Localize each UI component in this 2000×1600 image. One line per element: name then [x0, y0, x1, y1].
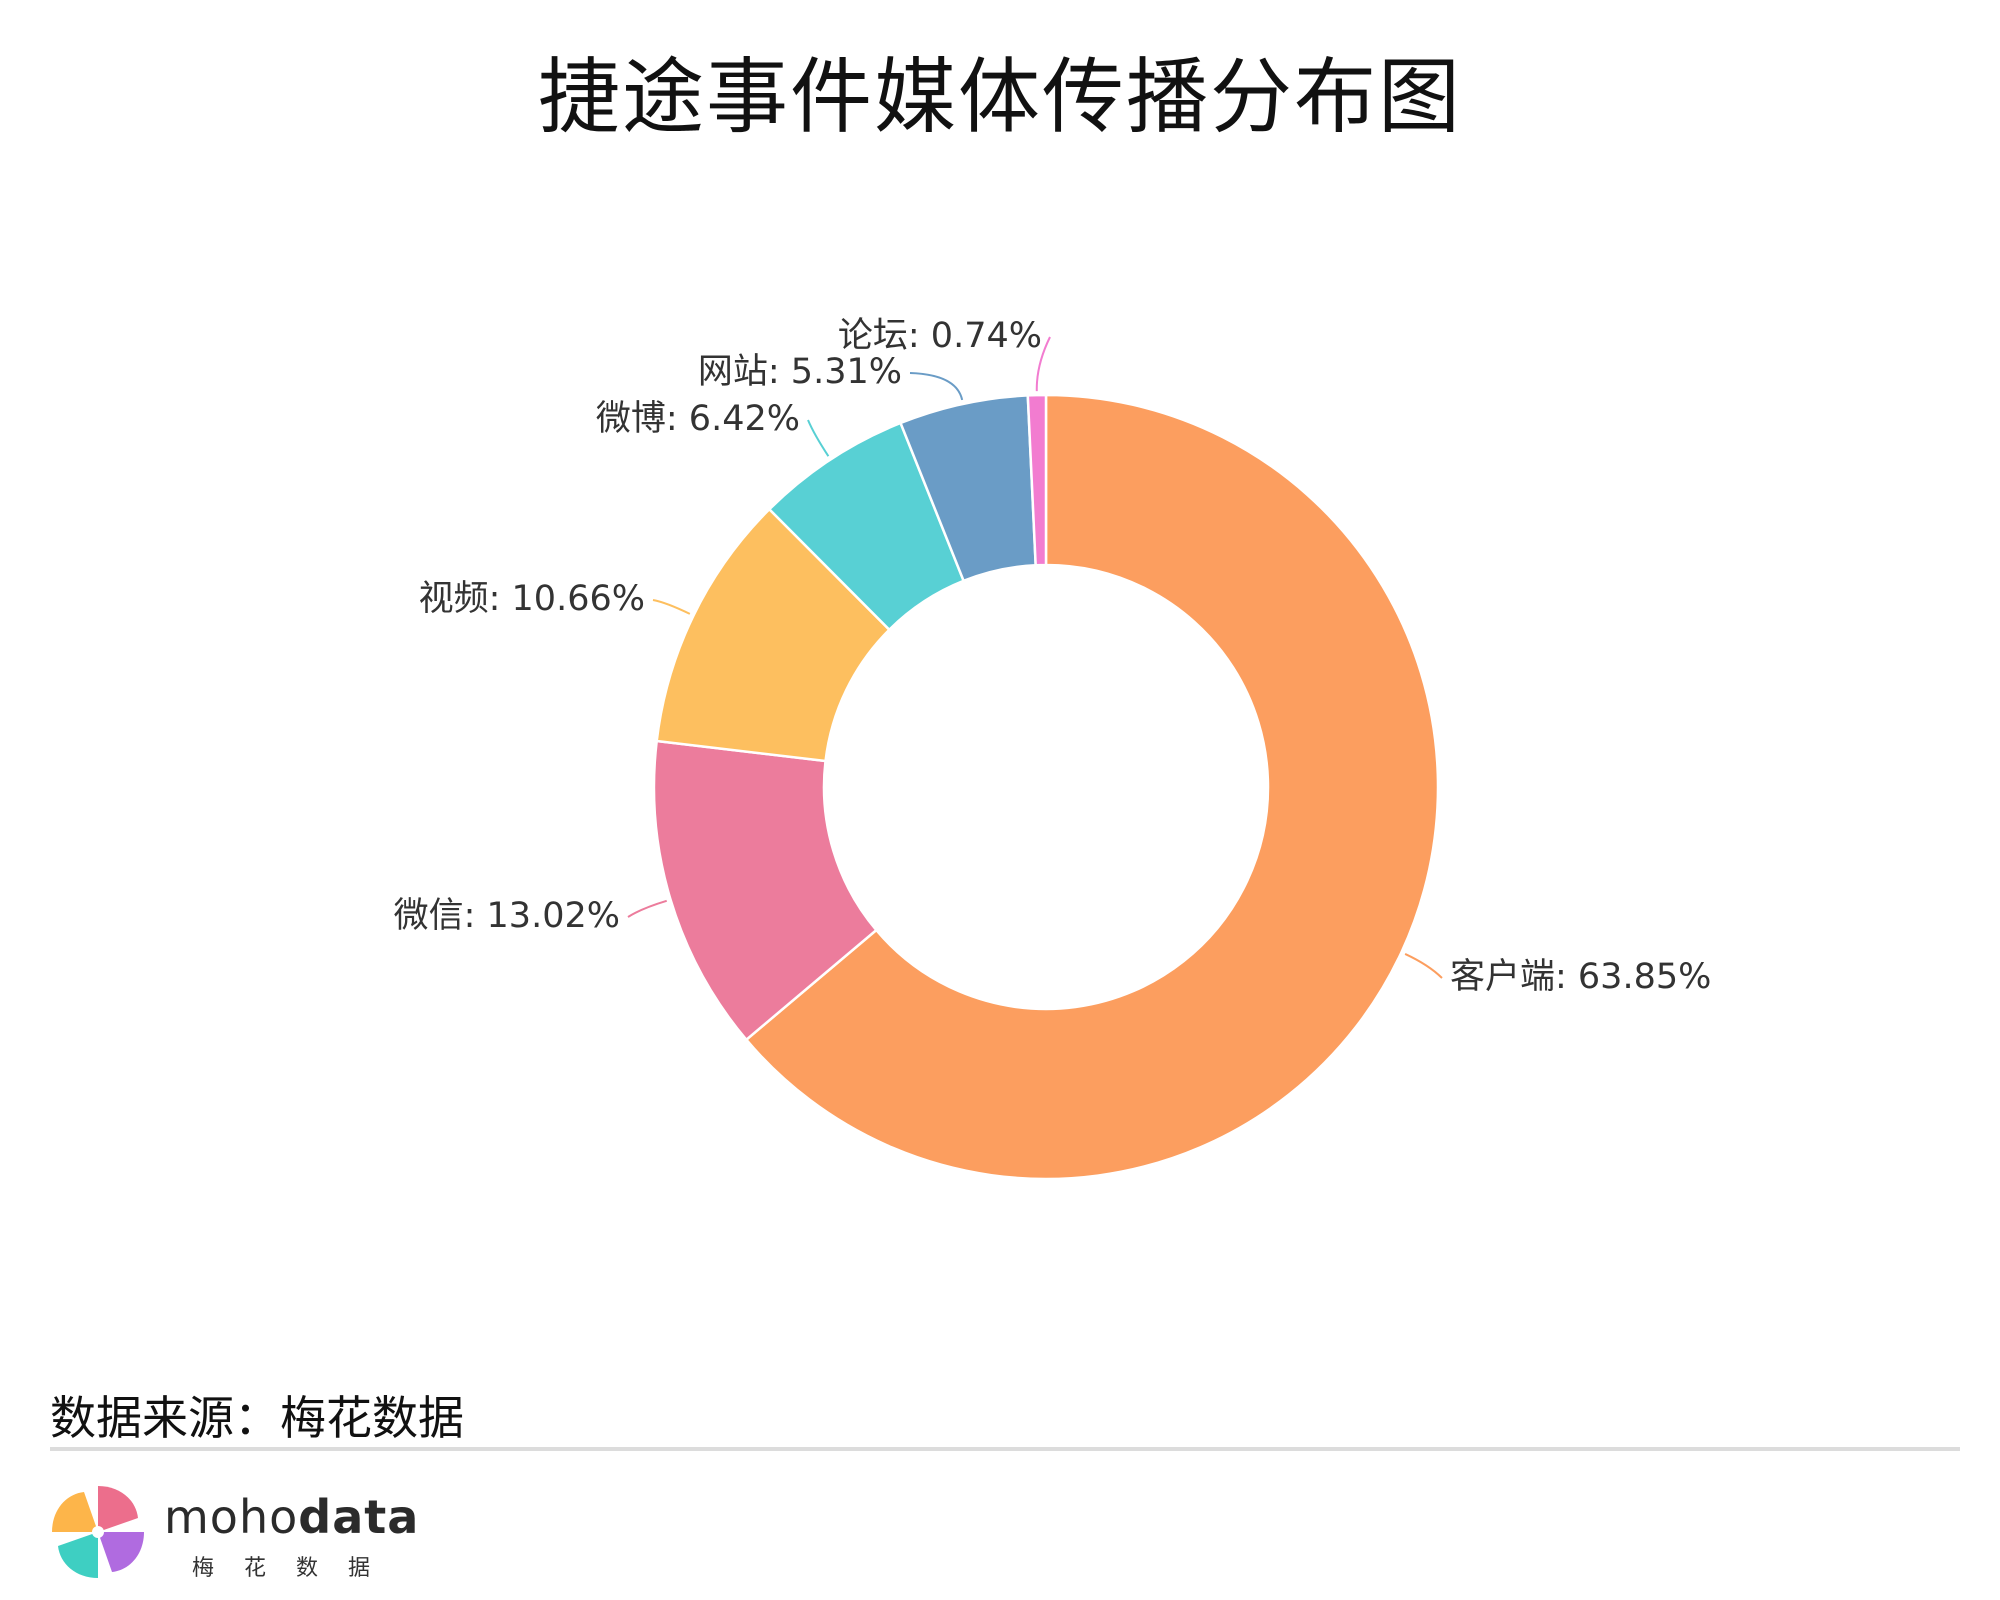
slice-label-4: 微博: 6.42%	[596, 399, 800, 439]
slice-label-6: 论坛: 0.74%	[838, 316, 1042, 356]
chart-title: 捷途事件媒体传播分布图	[537, 50, 1462, 145]
leader-line-2	[627, 899, 667, 918]
donut-slice-2[interactable]	[652, 739, 879, 1042]
pinwheel-logo-icon	[52, 1486, 144, 1578]
slice-label-3: 视频: 10.66%	[419, 579, 645, 619]
slice-label-2: 微信: 13.02%	[394, 896, 620, 936]
brand-wordmark: mohodata	[164, 1490, 419, 1544]
slice-label-5: 网站: 5.31%	[698, 352, 902, 392]
leader-line-4	[807, 419, 830, 457]
brand-chinese-name: 梅花数据	[192, 1556, 401, 1581]
donut-slice-6[interactable]	[1026, 393, 1048, 567]
leader-line-6	[1035, 336, 1051, 392]
slice-label-1: 客户端: 63.85%	[1450, 957, 1711, 997]
leader-line-5	[909, 372, 964, 401]
brand-name-light: moho	[164, 1490, 299, 1544]
donut-chart: 客户端: 63.85% 微信: 13.02% 视频: 10.66% 微博: 6.42%…	[394, 316, 1711, 1181]
leader-line-3	[652, 599, 691, 615]
divider	[50, 1447, 1960, 1451]
brand-footer: mohodata 梅花数据	[48, 1482, 428, 1592]
leader-line-1	[1404, 953, 1443, 979]
data-source-note: 数据来源：梅花数据	[50, 1391, 464, 1445]
donut-slice-1[interactable]	[744, 393, 1440, 1181]
brand-name-bold: data	[298, 1490, 420, 1544]
